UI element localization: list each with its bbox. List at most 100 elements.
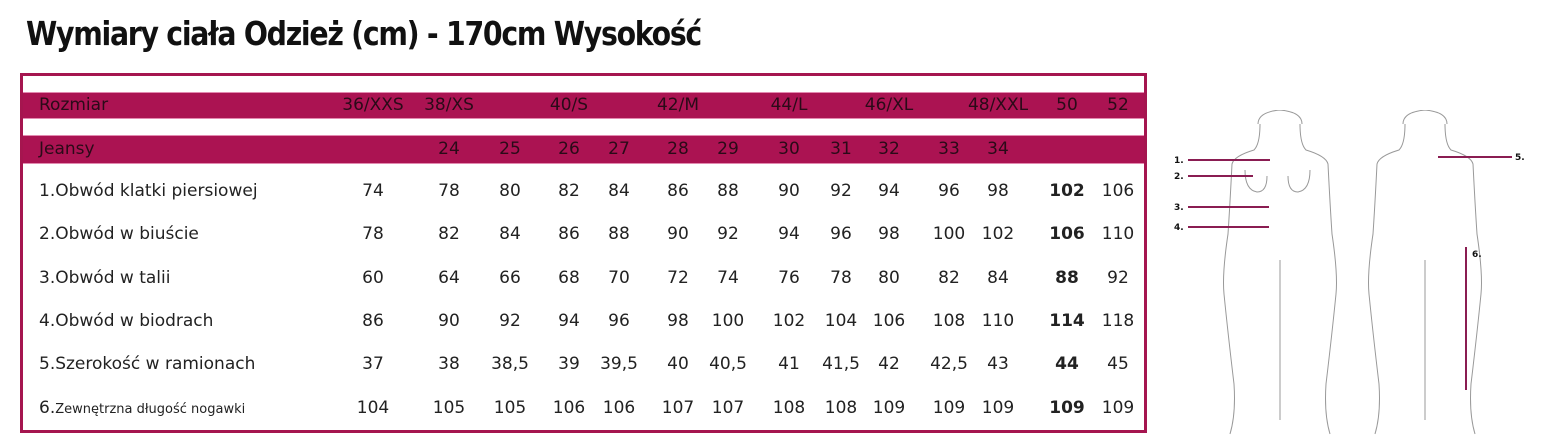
- table-cell: 84: [608, 181, 630, 201]
- table-cell: 109: [872, 397, 906, 418]
- table-cell: 92: [499, 310, 521, 331]
- row-label: 4.Obwód w biodrach: [39, 310, 214, 331]
- table-cell: 46/XL: [864, 95, 914, 115]
- table-cell: 84: [987, 267, 1009, 288]
- table-cell: 78: [438, 181, 460, 201]
- table-cell: 114: [1049, 310, 1085, 331]
- table-cell: 92: [717, 224, 739, 245]
- back-body-figure: [1368, 110, 1482, 435]
- table-cell: 92: [1107, 267, 1129, 288]
- table-row: 6.Zewnętrzna długość nogawki 104 105 105 106…: [23, 395, 1144, 425]
- table-cell: 106: [1049, 224, 1085, 245]
- table-cell: 78: [362, 224, 384, 245]
- table-cell: 88: [1055, 267, 1079, 288]
- table-row: 4.Obwód w biodrach 86 90 92 94 96 98 100 102 104 1…: [23, 308, 1144, 338]
- table-cell: 29: [717, 139, 739, 159]
- table-cell: 74: [717, 267, 739, 288]
- table-cell: 100: [932, 224, 966, 245]
- table-cell: 106: [1101, 181, 1135, 201]
- table-cell: 40: [667, 354, 689, 375]
- table-cell: 96: [938, 181, 960, 201]
- table-cell: 41,5: [822, 354, 860, 375]
- figure-label-4: 4.: [1174, 223, 1184, 233]
- row-label: 2.Obwód w biuście: [39, 224, 199, 245]
- table-cell: 98: [878, 224, 900, 245]
- figure-label-2: 2.: [1174, 172, 1184, 182]
- table-cell: 74: [362, 181, 384, 201]
- row-label: 3.Obwód w talii: [39, 267, 171, 288]
- table-cell: 42/M: [656, 95, 700, 115]
- table-cell: 44: [1055, 354, 1079, 375]
- figure-label-5: 5.: [1515, 153, 1525, 163]
- jeans-row-label: Jeansy: [39, 139, 95, 159]
- table-cell: 109: [932, 397, 966, 418]
- table-cell: 107: [711, 397, 745, 418]
- table-cell: 106: [602, 397, 636, 418]
- table-cell: 24: [438, 139, 460, 159]
- table-cell: 86: [362, 310, 384, 331]
- table-cell: 108: [772, 397, 806, 418]
- table-cell: 66: [499, 267, 521, 288]
- table-cell: 94: [778, 224, 800, 245]
- table-cell: 60: [362, 267, 384, 288]
- table-cell: 41: [778, 354, 800, 375]
- table-cell: 33: [938, 139, 960, 159]
- table-cell: 50: [1056, 95, 1078, 115]
- table-cell: 40/S: [549, 95, 589, 115]
- table-cell: 96: [830, 224, 852, 245]
- table-cell: 108: [932, 310, 966, 331]
- table-cell: 118: [1101, 310, 1135, 331]
- table-cell: 76: [778, 267, 800, 288]
- table-row: 5.Szerokość w ramionach 37 38 38,5 39 39,5 40 4…: [23, 351, 1144, 381]
- front-body-figure: [1223, 110, 1337, 435]
- table-cell: 86: [558, 224, 580, 245]
- table-cell: 42: [878, 354, 900, 375]
- table-cell: 38: [438, 354, 460, 375]
- table-cell: 106: [552, 397, 586, 418]
- size-row-label: Rozmiar: [39, 95, 109, 115]
- table-cell: 38,5: [491, 354, 529, 375]
- table-cell: 36/XXS: [342, 95, 404, 115]
- table-cell: 104: [356, 397, 390, 418]
- figure-label-6: 6.: [1472, 250, 1482, 260]
- table-cell: 40,5: [709, 354, 747, 375]
- jeans-row: Jeansy 24 25 26 27 28 29 30 31 32 33 34: [23, 135, 1144, 164]
- row-label-text: Zewnętrzna długość nogawki: [55, 401, 246, 417]
- table-cell: 108: [824, 397, 858, 418]
- table-cell: 44/L: [770, 95, 808, 115]
- table-cell: 98: [987, 181, 1009, 201]
- table-cell: 105: [493, 397, 527, 418]
- table-cell: 45: [1107, 354, 1129, 375]
- table-cell: 106: [872, 310, 906, 331]
- table-row: 1.Obwód klatki piersiowej 74 78 80 82 84 86 88 9…: [23, 178, 1144, 208]
- table-cell: 90: [778, 181, 800, 201]
- measurement-lines: [1188, 156, 1512, 390]
- table-cell: 94: [558, 310, 580, 331]
- table-cell: 31: [830, 139, 852, 159]
- table-cell: 109: [1101, 397, 1135, 418]
- table-cell: 42,5: [930, 354, 968, 375]
- table-cell: 82: [558, 181, 580, 201]
- table-cell: 39,5: [600, 354, 638, 375]
- table-cell: 105: [432, 397, 466, 418]
- table-cell: 90: [438, 310, 460, 331]
- table-cell: 84: [499, 224, 521, 245]
- table-cell: 38/XS: [424, 95, 474, 115]
- table-cell: 109: [1049, 397, 1085, 418]
- table-cell: 102: [772, 310, 806, 331]
- table-cell: 96: [608, 310, 630, 331]
- table-cell: 30: [778, 139, 800, 159]
- table-cell: 34: [987, 139, 1009, 159]
- table-cell: 78: [830, 267, 852, 288]
- table-cell: 39: [558, 354, 580, 375]
- table-cell: 109: [981, 397, 1015, 418]
- table-cell: 68: [558, 267, 580, 288]
- table-cell: 48/XXL: [967, 95, 1029, 115]
- table-row: 3.Obwód w talii 60 64 66 68 70 72 74 76 78 80 82 84 8…: [23, 265, 1144, 295]
- table-cell: 110: [981, 310, 1015, 331]
- table-cell: 80: [878, 267, 900, 288]
- table-cell: 88: [608, 224, 630, 245]
- table-cell: 37: [362, 354, 384, 375]
- table-cell: 26: [558, 139, 580, 159]
- table-cell: 100: [711, 310, 745, 331]
